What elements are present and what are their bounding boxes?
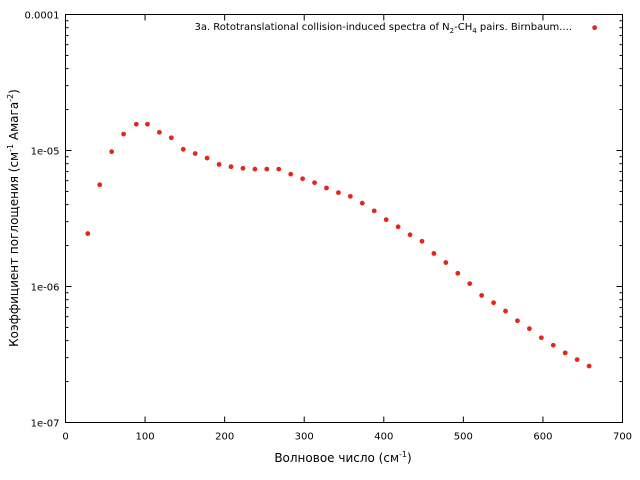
x-tick-label: 400 bbox=[374, 432, 393, 443]
data-point bbox=[312, 180, 317, 186]
data-point bbox=[121, 131, 126, 137]
data-point bbox=[156, 129, 162, 135]
data-point bbox=[586, 363, 592, 369]
data-point bbox=[264, 166, 270, 172]
data-point bbox=[443, 260, 449, 265]
data-point bbox=[503, 308, 508, 314]
data-point bbox=[133, 121, 139, 127]
data-point bbox=[527, 326, 532, 332]
data-point bbox=[431, 251, 437, 256]
data-point bbox=[419, 238, 425, 244]
data-point bbox=[455, 270, 461, 276]
data-points bbox=[85, 25, 598, 369]
x-tick-label: 0 bbox=[62, 432, 68, 443]
x-tick-label: 600 bbox=[533, 432, 552, 443]
x-axis-label: Волновое число (см-1) bbox=[274, 450, 411, 465]
y-axis-label: Коэффициент поглощения (см-1 Амага-2) bbox=[6, 89, 21, 347]
plot-area bbox=[65, 14, 623, 423]
data-point bbox=[538, 335, 544, 341]
data-point bbox=[347, 193, 353, 199]
data-point bbox=[145, 121, 150, 127]
legend-label: 3a. Rototranslational collision-induced … bbox=[194, 22, 572, 35]
data-point bbox=[371, 208, 377, 214]
x-tick-label: 500 bbox=[454, 432, 473, 443]
data-point bbox=[85, 231, 91, 236]
y-tick-label: 1e-06 bbox=[31, 283, 60, 294]
data-point bbox=[467, 281, 473, 287]
x-tick-label: 300 bbox=[295, 432, 314, 443]
x-tick-label: 700 bbox=[613, 432, 632, 443]
data-point bbox=[288, 171, 294, 177]
x-tick-label: 200 bbox=[215, 432, 234, 443]
y-tick-label: 1e-07 bbox=[31, 419, 60, 430]
x-tick-label: 100 bbox=[136, 432, 155, 443]
data-point bbox=[109, 149, 115, 155]
data-point bbox=[479, 293, 485, 298]
data-point bbox=[562, 350, 568, 356]
data-point bbox=[228, 164, 234, 170]
data-point bbox=[515, 318, 520, 324]
data-point bbox=[336, 190, 341, 196]
data-point bbox=[168, 135, 174, 141]
data-point bbox=[383, 217, 389, 223]
data-point bbox=[252, 166, 258, 172]
data-point bbox=[550, 342, 556, 348]
data-point bbox=[240, 165, 246, 171]
data-point bbox=[324, 185, 329, 191]
axis-ticks: 0 100 200 300 400 500 600 700 1e-07 1e-06 1e-05 0.0… bbox=[25, 11, 633, 443]
data-point bbox=[574, 357, 580, 363]
legend: 3a. Rototranslational collision-induced … bbox=[194, 22, 572, 35]
data-point bbox=[204, 155, 210, 161]
data-point bbox=[491, 300, 496, 306]
legend-marker bbox=[592, 25, 598, 31]
y-tick-label: 0.0001 bbox=[25, 11, 60, 22]
data-point bbox=[216, 162, 222, 167]
data-point bbox=[180, 146, 186, 152]
data-point bbox=[276, 166, 282, 172]
y-tick-label: 1e-05 bbox=[31, 147, 60, 158]
data-point bbox=[359, 200, 365, 206]
data-point bbox=[300, 176, 306, 182]
data-point bbox=[395, 224, 401, 230]
data-point bbox=[97, 182, 103, 188]
data-point bbox=[407, 232, 413, 238]
data-point bbox=[192, 151, 198, 156]
